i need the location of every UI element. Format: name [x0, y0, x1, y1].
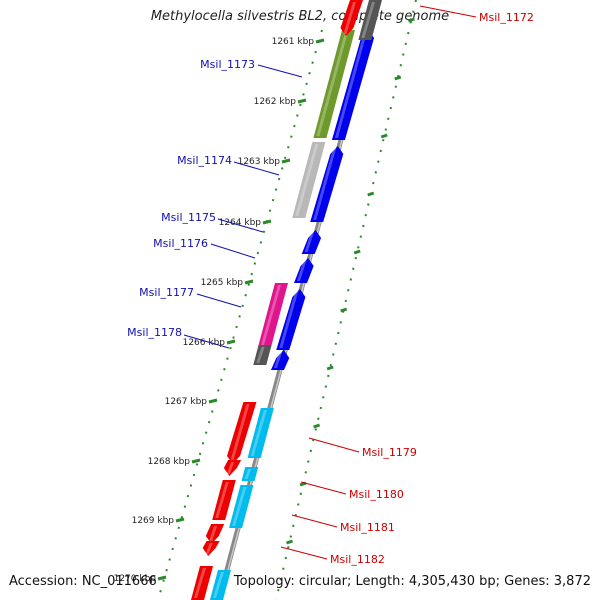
label-leader-line [419, 5, 477, 18]
outer-tick-mark [340, 307, 348, 313]
label-leader-line [196, 293, 242, 308]
gene-label[interactable]: Msil_1179 [362, 446, 417, 459]
gene-feature [210, 570, 231, 600]
gene-label[interactable]: Msil_1177 [139, 286, 194, 299]
kbp-tick-label: 1270 kbp [114, 574, 157, 584]
gene-feature [257, 283, 289, 348]
label-leader-line [257, 64, 303, 78]
gene-label[interactable]: Msil_1175 [161, 211, 216, 224]
kbp-tick-mark [208, 398, 218, 404]
outer-dotted-guide [275, 0, 417, 600]
gene-feature [227, 402, 257, 464]
kbp-tick-label: 1263 kbp [238, 157, 281, 167]
label-leaders [183, 5, 477, 560]
gene-feature [270, 350, 290, 370]
gene-feature [212, 480, 236, 520]
label-leader-line [210, 243, 256, 259]
gene-feature [313, 30, 356, 138]
gene-feature [292, 142, 326, 218]
kbp-tick-label: 1264 kbp [219, 218, 262, 228]
outer-tick-mark [394, 75, 402, 81]
kbp-tick-mark [191, 458, 201, 464]
gene-feature [247, 408, 274, 458]
kbp-tick-mark [281, 158, 291, 164]
outer-tick-mark [313, 423, 321, 429]
label-leader-line [291, 514, 338, 528]
kbp-tick-label: 1269 kbp [132, 516, 175, 526]
gene-feature [223, 460, 242, 476]
gene-label[interactable]: Msil_1181 [340, 521, 395, 534]
outer-tick-mark [367, 191, 375, 197]
gene-feature [276, 289, 306, 350]
label-leader-line [280, 546, 328, 560]
gene-feature [301, 230, 322, 254]
kbp-tick-mark [157, 575, 167, 581]
outer-tick-mark [326, 365, 334, 371]
kbp-tick-mark [297, 98, 307, 104]
gene-feature [202, 541, 220, 556]
kbp-tick-label: 1262 kbp [254, 97, 297, 107]
kbp-tick-label: 1265 kbp [201, 278, 244, 288]
kbp-tick-mark [175, 517, 185, 523]
gene-feature [358, 0, 382, 40]
gene-feature [253, 345, 272, 365]
gene-feature [294, 258, 314, 283]
kbp-tick-label: 1266 kbp [183, 338, 226, 348]
kbp-tick-mark [226, 339, 236, 345]
gene-label[interactable]: Msil_1178 [127, 326, 182, 339]
gene-features [191, 0, 382, 600]
gene-label[interactable]: Msil_1174 [177, 154, 232, 167]
gene-label[interactable]: Msil_1182 [330, 553, 385, 566]
gene-label[interactable]: Msil_1172 [479, 11, 534, 24]
gene-label[interactable]: Msil_1176 [153, 237, 208, 250]
kbp-ticks: 1261 kbp 1262 kbp 1263 kbp 1264 kbp 1265 kbp… [114, 17, 415, 584]
outer-tick-mark [407, 17, 415, 23]
kbp-tick-mark [244, 279, 254, 285]
kbp-tick-mark [315, 38, 325, 44]
gene-feature [331, 30, 375, 140]
kbp-tick-label: 1261 kbp [272, 37, 315, 47]
gene-feature [205, 524, 225, 544]
label-leader-line [233, 161, 280, 176]
outer-tick-mark [380, 133, 388, 139]
outer-tick-mark [286, 539, 294, 545]
gene-feature [229, 485, 254, 528]
accession-text: Accession: NC_011666 [9, 574, 157, 589]
kbp-tick-mark [262, 219, 272, 225]
gene-feature [241, 467, 259, 481]
label-leader-line [217, 218, 264, 233]
label-leader-line [183, 334, 230, 349]
label-leader-line [308, 437, 360, 453]
label-leader-line [300, 481, 347, 495]
gene-feature [310, 146, 344, 222]
gene-label[interactable]: Msil_1180 [349, 488, 404, 501]
gene-feature [191, 566, 214, 600]
kbp-tick-label: 1267 kbp [165, 397, 208, 407]
outer-tick-mark [353, 249, 361, 255]
gene-labels: Msil_1172 Msil_1173 Msil_1174 Msil_1175 Msil… [127, 11, 534, 566]
topology-text: Topology: circular; Length: 4,305,430 bp… [233, 574, 591, 589]
gene-feature [340, 0, 363, 36]
gene-label[interactable]: Msil_1173 [200, 58, 255, 71]
kbp-tick-label: 1268 kbp [148, 457, 191, 467]
